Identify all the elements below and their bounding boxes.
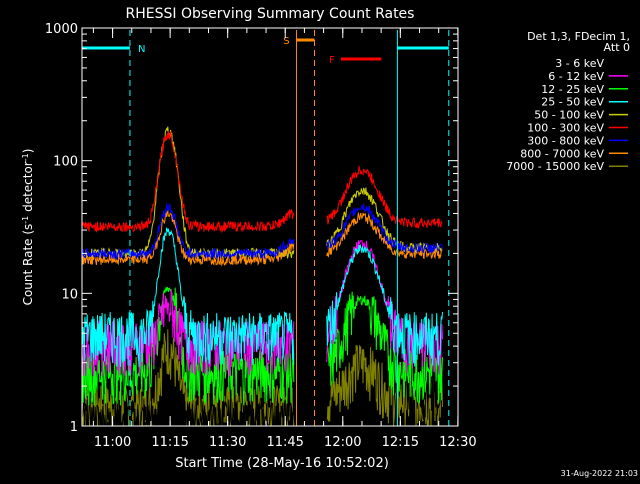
timestamp: 31-Aug-2022 21:03 — [561, 469, 638, 478]
x-tick-label: 12:30 — [439, 435, 476, 450]
y-axis-label-sup: -1 — [21, 216, 30, 224]
legend-label: 3 - 6 keV — [555, 57, 604, 70]
plot-frame — [81, 27, 459, 427]
flare-label: F — [329, 55, 335, 66]
y-axis-label-mid: detector — [21, 161, 35, 216]
y-tick-label: 100 — [53, 155, 78, 170]
x-tick-label: 11:15 — [151, 435, 188, 450]
chart-title: RHESSI Observing Summary Count Rates — [126, 6, 415, 22]
x-tick-label: 12:15 — [382, 435, 419, 450]
legend-label: 12 - 25 keV — [541, 83, 604, 96]
x-tick-label: 11:45 — [266, 435, 303, 450]
series-line — [81, 203, 295, 261]
y-tick-label: 10 — [61, 287, 78, 302]
data-layer — [81, 126, 443, 428]
y-tick-label: 1000 — [45, 22, 78, 37]
series-line — [81, 130, 295, 234]
series-line — [81, 227, 295, 368]
legend-header-line2: Att 0 — [604, 41, 630, 54]
x-axis-label: Start Time (28-May-16 10:52:02) — [175, 456, 389, 471]
series-line — [326, 244, 443, 367]
series-line — [326, 203, 443, 254]
axis-layer: 1 10 100 1000 11:00 11:15 11:30 11:45 12:00 12:15… — [45, 22, 477, 450]
legend-label: 50 - 100 keV — [534, 109, 604, 122]
x-tick-label: 12:00 — [324, 435, 361, 450]
marker-layer: N S F — [82, 30, 450, 426]
legend-label: 300 - 800 keV — [527, 134, 604, 147]
x-tick-label: 11:00 — [94, 435, 131, 450]
saa-label: S — [283, 36, 289, 47]
series-line — [326, 291, 443, 404]
x-tick-label: 11:30 — [209, 435, 246, 450]
series-line — [81, 399, 295, 428]
y-axis-label-suffix: ) — [21, 149, 35, 154]
series-line — [326, 344, 443, 427]
series-line — [326, 166, 443, 229]
legend-header-line1: Det 1,3, FDecim 1, — [527, 30, 630, 43]
y-axis-label: Count Rate (s-1 detector-1) — [21, 149, 35, 306]
legend-label: 7000 - 15000 keV — [506, 160, 604, 173]
y-axis-label-prefix: Count Rate (s — [21, 224, 35, 306]
series-line — [326, 236, 443, 420]
legend-label: 800 - 7000 keV — [520, 147, 604, 160]
y-tick-label: 1 — [70, 420, 78, 435]
y-axis-label-sup2: -1 — [21, 153, 30, 161]
legend-label: 6 - 12 keV — [548, 70, 604, 83]
night-label: N — [138, 44, 145, 55]
legend-label: 100 - 300 keV — [527, 122, 604, 135]
series-line — [326, 212, 443, 260]
legend-label: 25 - 50 keV — [541, 96, 604, 109]
